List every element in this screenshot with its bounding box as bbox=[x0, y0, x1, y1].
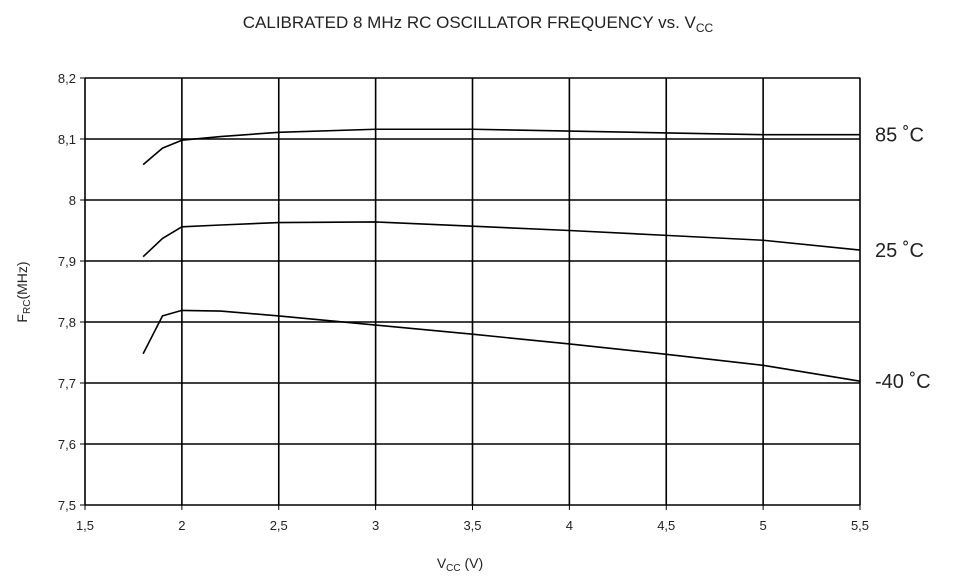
x-label-subscript: CC bbox=[446, 563, 460, 574]
x-label-text: V bbox=[437, 555, 447, 571]
y-tick-label: 7,9 bbox=[58, 254, 76, 269]
x-tick-label: 4,5 bbox=[657, 518, 675, 533]
y-tick-label: 8,1 bbox=[58, 132, 76, 147]
x-axis-label: VCC (V) bbox=[437, 555, 483, 574]
y-label-text: F bbox=[14, 314, 30, 323]
title-subscript: CC bbox=[696, 21, 714, 35]
series-line bbox=[142, 221, 861, 258]
x-tick-label: 4 bbox=[566, 518, 573, 533]
series-label: 25 ˚C bbox=[875, 240, 924, 262]
x-tick-label: 2,5 bbox=[270, 518, 288, 533]
x-tick-label: 1,5 bbox=[76, 518, 94, 533]
y-tick-label: 7,7 bbox=[58, 376, 76, 391]
series-label: -40 ˚C bbox=[875, 371, 931, 393]
x-tick-label: 3,5 bbox=[463, 518, 481, 533]
series-line bbox=[142, 128, 860, 166]
y-axis-label: FRC(MHz) bbox=[14, 261, 33, 322]
chart-title: CALIBRATED 8 MHz RC OSCILLATOR FREQUENCY… bbox=[243, 13, 714, 35]
y-tick-label: 8,2 bbox=[58, 71, 76, 86]
y-label-subscript: RC bbox=[22, 300, 33, 314]
series-label: 85 ˚C bbox=[875, 125, 924, 147]
title-text: CALIBRATED 8 MHz RC OSCILLATOR FREQUENCY… bbox=[243, 13, 697, 32]
series-line bbox=[142, 309, 861, 382]
y-tick-label: 8 bbox=[69, 193, 76, 208]
x-label-text: (V) bbox=[461, 555, 484, 571]
plot-area: 7,5 7,6 7,7 7,8 7,9 8 8,1 8,2 1,5 2 2,5 3 3,5 4 4,5 5 5,… bbox=[58, 71, 931, 533]
x-tick-label: 2 bbox=[178, 518, 185, 533]
x-tick-label: 5,5 bbox=[851, 518, 869, 533]
y-label-text: (MHz) bbox=[14, 261, 30, 299]
y-tick-label: 7,8 bbox=[58, 315, 76, 330]
y-tick-label: 7,5 bbox=[58, 498, 76, 513]
y-tick-label: 7,6 bbox=[58, 437, 76, 452]
x-tick-label: 5 bbox=[760, 518, 767, 533]
x-tick-label: 3 bbox=[372, 518, 379, 533]
